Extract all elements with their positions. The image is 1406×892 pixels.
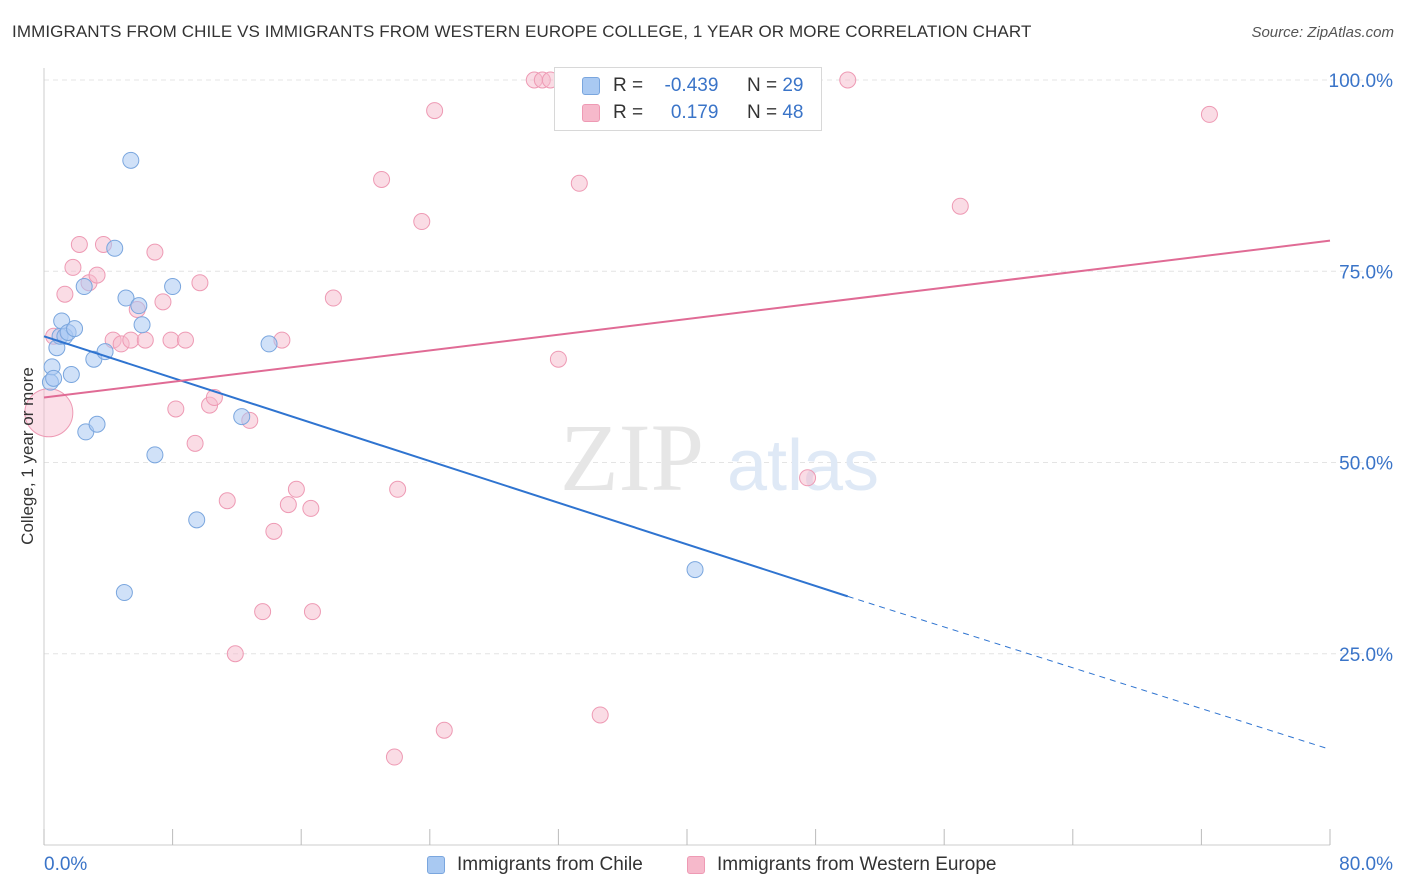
data-point-western-europe — [136, 331, 154, 349]
data-point-western-europe — [167, 400, 185, 418]
data-point-western-europe — [176, 331, 194, 349]
data-point-western-europe — [799, 469, 817, 487]
legend-n-value: 48 — [782, 102, 804, 123]
data-point-western-europe — [302, 499, 320, 517]
data-point-chile — [66, 320, 84, 338]
data-point-western-europe — [56, 285, 74, 303]
watermark-zip: ZIP — [560, 404, 704, 511]
data-point-western-europe — [570, 174, 588, 192]
data-point-western-europe — [265, 522, 283, 540]
data-point-western-europe — [162, 331, 180, 349]
data-point-western-europe — [951, 197, 969, 215]
data-point-western-europe — [591, 706, 609, 724]
data-point-western-europe — [435, 721, 453, 739]
legend-r-value: 0.179 — [670, 102, 719, 123]
legend-r-label: R = — [613, 75, 644, 96]
data-point-western-europe — [191, 274, 209, 292]
data-point-western-europe — [303, 603, 321, 621]
series-chile-points — [41, 151, 704, 602]
data-point-western-europe — [146, 243, 164, 261]
legend-item-chile[interactable]: Immigrants from Chile — [427, 852, 643, 878]
data-point-western-europe — [154, 293, 172, 311]
data-point-chile — [260, 335, 278, 353]
data-point-western-europe — [64, 258, 82, 276]
trend-line-western-europe — [43, 239, 1331, 399]
data-point-western-europe — [413, 213, 431, 231]
y-tick-label: 75.0% — [1339, 262, 1393, 283]
legend-n-label: N = — [746, 102, 778, 123]
legend-n-label: N = — [746, 75, 778, 96]
data-point-chile — [62, 366, 80, 384]
legend-text-western-europe: R = 0.179 N = 48 — [613, 102, 803, 124]
data-point-western-europe — [385, 748, 403, 766]
data-point-western-europe — [279, 496, 297, 514]
data-point-chile — [45, 369, 63, 387]
data-point-western-europe — [122, 331, 140, 349]
watermark: ZIP atlas — [560, 404, 879, 511]
data-point-western-europe — [389, 480, 407, 498]
data-point-western-europe — [373, 170, 391, 188]
x-tick-label: 0.0% — [44, 854, 87, 875]
legend-label-western-europe: Immigrants from Western Europe — [717, 854, 997, 875]
series-legend: Immigrants from Chile Immigrants from We… — [0, 852, 1406, 878]
x-tick-label: 80.0% — [1339, 854, 1393, 875]
data-point-western-europe — [254, 603, 272, 621]
data-point-western-europe — [839, 71, 857, 89]
data-point-chile — [130, 297, 148, 315]
data-point-chile — [233, 408, 251, 426]
data-point-western-europe — [287, 480, 305, 498]
tick-labels: 25.0% 50.0% 75.0% 100.0% 0.0% 80.0% — [44, 71, 1393, 875]
legend-n-value: 29 — [782, 75, 804, 96]
data-point-western-europe — [70, 235, 88, 253]
data-point-chile — [115, 584, 133, 602]
data-point-western-europe — [324, 289, 342, 307]
correlation-legend: R = -0.439 N = 29 R = 0.179 N = 48 — [554, 67, 822, 131]
legend-r-value: -0.439 — [664, 75, 719, 96]
y-tick-label: 100.0% — [1329, 71, 1394, 92]
data-point-western-europe — [186, 434, 204, 452]
data-point-chile — [686, 561, 704, 579]
data-point-chile — [117, 289, 135, 307]
legend-item-western-europe[interactable]: Immigrants from Western Europe — [687, 852, 996, 878]
legend-swatch-chile — [582, 77, 600, 95]
trend-line-chile-extension — [847, 595, 1331, 750]
legend-row-western-europe: R = 0.179 N = 48 — [555, 100, 821, 126]
data-point-western-europe — [1200, 105, 1218, 123]
y-tick-label: 50.0% — [1339, 454, 1393, 475]
data-point-chile — [164, 278, 182, 296]
legend-swatch-chile — [427, 856, 445, 874]
legend-row-chile: R = -0.439 N = 29 — [555, 73, 821, 99]
data-point-western-europe — [426, 102, 444, 120]
data-point-western-europe — [218, 492, 236, 510]
data-point-chile — [188, 511, 206, 529]
watermark-atlas: atlas — [727, 426, 879, 506]
legend-swatch-western-europe — [687, 856, 705, 874]
source-credit: Source: ZipAtlas.com — [1251, 24, 1394, 41]
grid-lines — [44, 79, 1370, 655]
y-axis-label: College, 1 year or more — [18, 367, 37, 545]
legend-r-label: R = — [613, 102, 644, 123]
data-point-chile — [122, 151, 140, 169]
y-tick-label: 25.0% — [1339, 645, 1393, 666]
chart-title: IMMIGRANTS FROM CHILE VS IMMIGRANTS FROM… — [12, 22, 1032, 41]
data-point-chile — [133, 316, 151, 334]
data-point-western-europe — [226, 645, 244, 663]
data-point-western-europe — [88, 266, 106, 284]
legend-swatch-western-europe — [582, 104, 600, 122]
legend-label-chile: Immigrants from Chile — [457, 854, 643, 875]
data-point-western-europe — [549, 350, 567, 368]
trend-line-chile — [43, 335, 849, 598]
data-point-chile — [146, 446, 164, 464]
trend-lines — [43, 239, 1331, 750]
data-point-chile — [88, 415, 106, 433]
legend-text-chile: R = -0.439 N = 29 — [613, 75, 803, 97]
axes — [43, 68, 1331, 846]
data-point-chile — [75, 278, 93, 296]
data-point-chile — [106, 239, 124, 257]
